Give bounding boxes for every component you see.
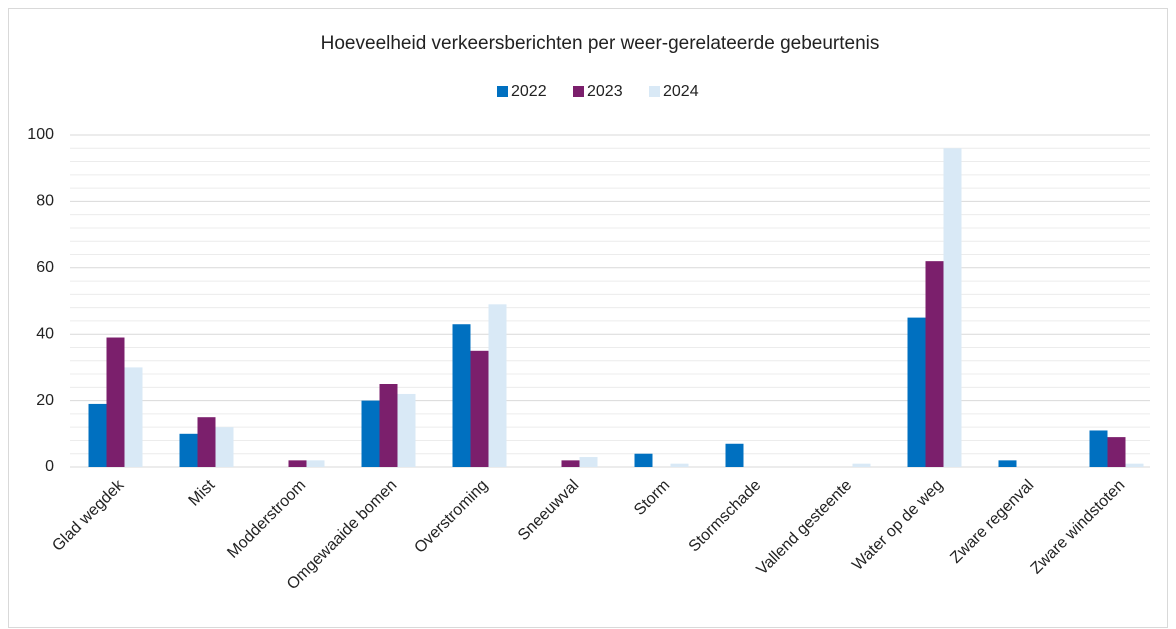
bar [725,443,744,467]
y-tick-label: 100 [27,126,54,143]
chart-border [8,8,1168,628]
bar [179,433,198,467]
bar [361,400,380,467]
legend-label: 2022 [511,83,547,100]
bar [470,350,489,467]
bar [88,403,107,467]
bar [670,463,689,467]
legend-swatch [573,86,584,97]
bar [943,148,962,467]
legend-label: 2024 [663,83,699,100]
bar [288,460,307,467]
legend-swatch [497,86,508,97]
bar [925,261,944,467]
legend-label: 2023 [587,83,623,100]
bar [306,460,325,467]
y-tick-label: 40 [36,325,54,342]
bar [579,457,598,467]
y-tick-label: 0 [45,458,54,475]
legend-swatch [649,86,660,97]
y-tick-label: 80 [36,193,54,210]
bar [561,460,580,467]
bar [452,324,471,467]
bar [106,337,125,467]
y-tick-label: 20 [36,392,54,409]
chart-title: Hoeveelheid verkeersberichten per weer-g… [321,33,880,54]
bar [124,367,143,467]
bar [197,417,216,467]
bar [1125,463,1144,467]
bar [1107,437,1126,467]
bar [215,427,234,467]
bar [634,453,653,467]
bar [397,393,416,467]
bar [379,384,398,467]
y-tick-label: 60 [36,259,54,276]
bar [998,460,1017,467]
bar [907,317,926,467]
bar [1089,430,1108,467]
bar [852,463,871,467]
bar [488,304,507,467]
